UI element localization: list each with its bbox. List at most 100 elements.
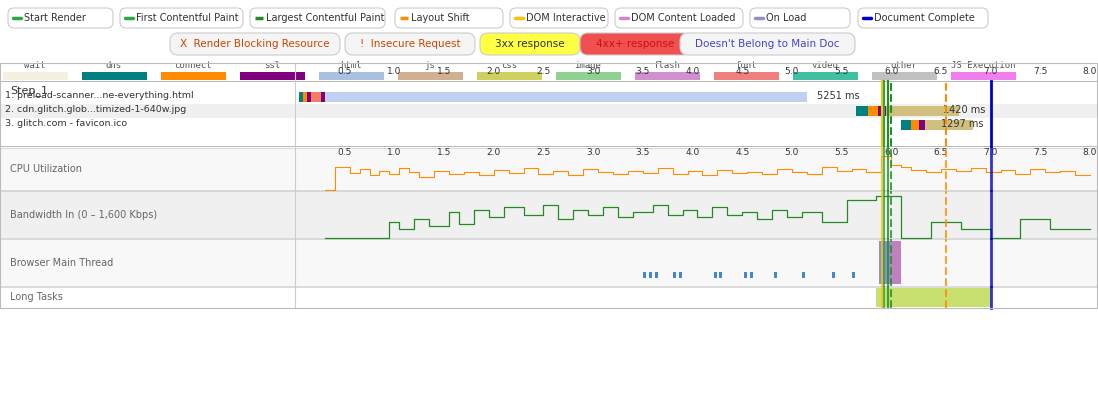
Text: Doesn't Belong to Main Doc: Doesn't Belong to Main Doc [695,39,840,49]
Text: 4.0: 4.0 [685,148,699,157]
Text: 3.5: 3.5 [636,148,650,157]
Text: JS Execution: JS Execution [951,62,1016,71]
Bar [831,272,834,278]
Text: 7.0: 7.0 [984,67,998,76]
Bar [0,239,1098,286]
Text: 5.5: 5.5 [834,148,849,157]
Text: 2.5: 2.5 [536,67,550,76]
Bar [673,272,675,278]
Text: image: image [574,62,602,71]
Text: 6.0: 6.0 [884,67,898,76]
Text: Bandwidth In (0 – 1,600 Kbps): Bandwidth In (0 – 1,600 Kbps) [10,209,157,220]
FancyBboxPatch shape [615,8,743,28]
Bar [892,241,901,284]
Text: 3.0: 3.0 [586,148,601,157]
Text: 7.5: 7.5 [1033,148,1047,157]
Text: ssl: ssl [264,62,280,71]
Bar [951,72,1016,80]
Bar [397,72,462,80]
Text: connect: connect [175,62,212,71]
Text: 6.0: 6.0 [884,148,898,157]
Text: 3xx response: 3xx response [495,39,564,49]
FancyBboxPatch shape [170,33,340,55]
FancyBboxPatch shape [250,8,385,28]
Text: 1420 ms: 1420 ms [943,105,985,115]
Text: Largest Contentful Paint: Largest Contentful Paint [266,13,384,23]
Bar [0,63,1097,308]
Text: font: font [736,62,757,71]
Text: Step_1: Step_1 [10,85,48,96]
Text: 5.5: 5.5 [834,67,849,76]
FancyBboxPatch shape [345,33,475,55]
Text: CPU Utilization: CPU Utilization [10,164,82,174]
Bar [0,148,1098,190]
Text: 1. preload-scanner...ne-everything.html: 1. preload-scanner...ne-everything.html [5,91,193,100]
Text: On Load: On Load [766,13,806,23]
Text: X  Render Blocking Resource: X Render Blocking Resource [180,39,329,49]
Text: Browser Main Thread: Browser Main Thread [10,257,113,268]
Text: other: other [890,62,918,71]
Text: 0.5: 0.5 [337,148,351,157]
Text: Start Render: Start Render [24,13,86,23]
Text: 8.0: 8.0 [1083,67,1097,76]
Text: 0.5: 0.5 [337,67,351,76]
Bar [635,72,699,80]
Text: 5.0: 5.0 [785,148,799,157]
Bar [0,287,1098,308]
Text: 1.5: 1.5 [437,148,451,157]
Bar [852,272,854,278]
Bar [802,272,805,278]
Bar [901,120,911,130]
Bar [0,118,1098,132]
Text: 7.0: 7.0 [984,148,998,157]
Text: 2. cdn.glitch.glob...timized-1-640w.jpg: 2. cdn.glitch.glob...timized-1-640w.jpg [5,106,187,115]
Bar [239,72,304,80]
Bar [0,191,1098,238]
Text: !  Insecure Request: ! Insecure Request [360,39,460,49]
Bar [325,92,807,102]
FancyBboxPatch shape [120,8,243,28]
Bar [477,72,541,80]
Bar [2,72,67,80]
Text: wait: wait [24,62,46,71]
Text: 3. glitch.com - favicon.ico: 3. glitch.com - favicon.ico [5,120,127,129]
FancyBboxPatch shape [480,33,580,55]
Bar [318,72,383,80]
Text: 2.5: 2.5 [536,148,550,157]
Bar [679,272,682,278]
Text: 6.5: 6.5 [933,67,949,76]
Bar [879,241,892,284]
Text: 2.0: 2.0 [486,148,501,157]
FancyBboxPatch shape [858,8,988,28]
Bar [160,72,225,80]
Text: js: js [425,62,436,71]
Text: 6.5: 6.5 [933,148,949,157]
Text: Long Tasks: Long Tasks [10,293,63,302]
Bar [774,272,777,278]
Bar [719,272,722,278]
Text: 5251 ms: 5251 ms [817,91,860,101]
Text: 7.5: 7.5 [1033,67,1047,76]
Bar [642,272,646,278]
FancyBboxPatch shape [750,8,850,28]
Text: 4xx+ response: 4xx+ response [596,39,674,49]
Bar [856,106,869,116]
FancyBboxPatch shape [395,8,503,28]
Text: 1.0: 1.0 [388,148,402,157]
Text: 4.5: 4.5 [735,148,749,157]
Text: 3.0: 3.0 [586,67,601,76]
Text: 1.5: 1.5 [437,67,451,76]
Text: DOM Content Loaded: DOM Content Loaded [631,13,736,23]
Text: 8.0: 8.0 [1083,148,1097,157]
Bar [925,120,973,130]
Bar [919,120,925,130]
Text: 4.5: 4.5 [735,67,749,76]
Bar [556,72,620,80]
FancyBboxPatch shape [509,8,608,28]
Bar [886,106,959,116]
Bar [307,92,311,102]
Text: html: html [340,62,361,71]
Bar [303,92,307,102]
Text: Document Complete: Document Complete [874,13,975,23]
Text: Layout Shift: Layout Shift [411,13,470,23]
